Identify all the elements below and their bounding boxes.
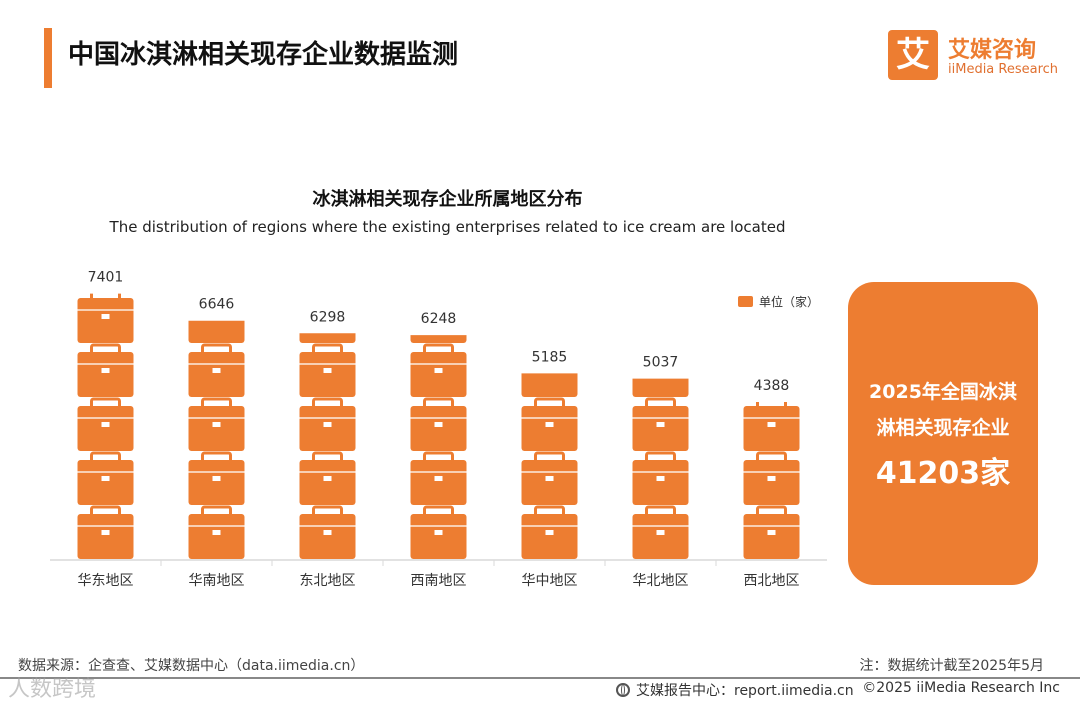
briefcase-icon bbox=[738, 296, 753, 307]
category-label: 华北地区 bbox=[633, 573, 689, 589]
briefcase-icon bbox=[521, 373, 578, 397]
briefcase-icon bbox=[633, 298, 689, 343]
briefcase-icon bbox=[299, 352, 356, 397]
briefcase-icon bbox=[410, 514, 467, 559]
briefcase-icon bbox=[188, 514, 245, 559]
briefcase-icon bbox=[522, 298, 578, 343]
summary-line-2: 淋相关现存企业 bbox=[876, 417, 1010, 439]
category-label: 华中地区 bbox=[522, 573, 578, 589]
bar-7 bbox=[743, 402, 800, 559]
briefcase-icon bbox=[77, 298, 134, 343]
briefcase-icon bbox=[188, 320, 245, 343]
value-label: 4388 bbox=[754, 378, 790, 394]
briefcase-icon bbox=[299, 406, 356, 451]
briefcase-icon bbox=[410, 352, 467, 397]
bar-4 bbox=[410, 244, 467, 559]
briefcase-icon bbox=[521, 460, 578, 505]
summary-line-1: 2025年全国冰淇 bbox=[869, 381, 1017, 403]
bar-5 bbox=[521, 298, 578, 559]
briefcase-icon bbox=[410, 406, 467, 451]
value-label: 7401 bbox=[88, 270, 124, 286]
logo-name-cn: 艾媒咨询 bbox=[948, 38, 1037, 63]
briefcase-icon bbox=[299, 460, 356, 505]
briefcase-icon bbox=[632, 460, 689, 505]
chart-legend: 单位（家） bbox=[738, 293, 819, 310]
briefcase-icon bbox=[188, 406, 245, 451]
page-title: 中国冰淇淋相关现存企业数据监测 bbox=[68, 40, 459, 70]
briefcase-icon bbox=[189, 244, 245, 289]
brand-logo: 艾 艾媒咨询 iiMedia Research bbox=[888, 30, 1068, 84]
report-site-label: 艾媒报告中心：report.iimedia.cn bbox=[636, 683, 854, 699]
chart-subtitle: The distribution of regions where the ex… bbox=[109, 218, 786, 236]
value-label: 5185 bbox=[532, 349, 568, 365]
legend-label: 单位（家） bbox=[759, 295, 820, 309]
category-label: 华东地区 bbox=[78, 573, 134, 589]
value-label: 6298 bbox=[310, 309, 346, 325]
briefcase-icon bbox=[632, 378, 689, 397]
logo-name-en: iiMedia Research bbox=[948, 62, 1059, 77]
briefcase-icon bbox=[188, 352, 245, 397]
briefcase-icon bbox=[743, 406, 800, 451]
briefcase-icon bbox=[521, 406, 578, 451]
briefcase-icon bbox=[300, 244, 356, 289]
briefcase-icon bbox=[743, 460, 800, 505]
summary-total: 41203家 bbox=[875, 456, 1011, 491]
briefcase-icon bbox=[410, 335, 467, 343]
briefcase-icon bbox=[188, 460, 245, 505]
data-note: 注：数据统计截至2025年5月 bbox=[859, 658, 1044, 674]
category-label: 东北地区 bbox=[300, 573, 356, 589]
globe-icon bbox=[616, 683, 630, 697]
title-accent-bar bbox=[44, 28, 52, 88]
chart-title: 冰淇淋相关现存企业所属地区分布 bbox=[312, 189, 583, 210]
bar-3 bbox=[299, 244, 356, 559]
logo-icon: 艾 bbox=[888, 30, 938, 80]
briefcase-icon bbox=[521, 514, 578, 559]
summary-card: 2025年全国冰淇 淋相关现存企业 41203家 bbox=[848, 282, 1038, 585]
briefcase-icon bbox=[411, 244, 467, 289]
briefcase-icon bbox=[632, 514, 689, 559]
bar-1 bbox=[77, 293, 134, 559]
briefcase-icon bbox=[77, 514, 134, 559]
briefcase-icon bbox=[299, 514, 356, 559]
bar-2 bbox=[188, 244, 245, 559]
bar-6 bbox=[632, 298, 689, 559]
footer-divider bbox=[0, 677, 1080, 679]
category-label: 西北地区 bbox=[744, 573, 800, 589]
briefcase-icon bbox=[299, 333, 356, 343]
value-label: 6646 bbox=[199, 297, 235, 313]
data-source: 数据来源：企查查、艾媒数据中心（data.iimedia.cn） bbox=[18, 658, 365, 674]
briefcase-icon bbox=[632, 406, 689, 451]
watermark: 人数跨境 bbox=[8, 677, 97, 702]
category-label: 西南地区 bbox=[411, 573, 467, 589]
briefcase-icon bbox=[77, 352, 134, 397]
value-label: 5037 bbox=[643, 355, 679, 371]
briefcase-icon bbox=[77, 406, 134, 451]
briefcase-icon bbox=[77, 460, 134, 505]
value-label: 6248 bbox=[421, 311, 457, 327]
briefcase-icon bbox=[743, 514, 800, 559]
report-site: 艾媒报告中心：report.iimedia.cn bbox=[616, 680, 854, 700]
briefcase-icon bbox=[410, 460, 467, 505]
category-label: 华南地区 bbox=[189, 573, 245, 589]
copyright: ©2025 iiMedia Research Inc bbox=[862, 680, 1060, 696]
